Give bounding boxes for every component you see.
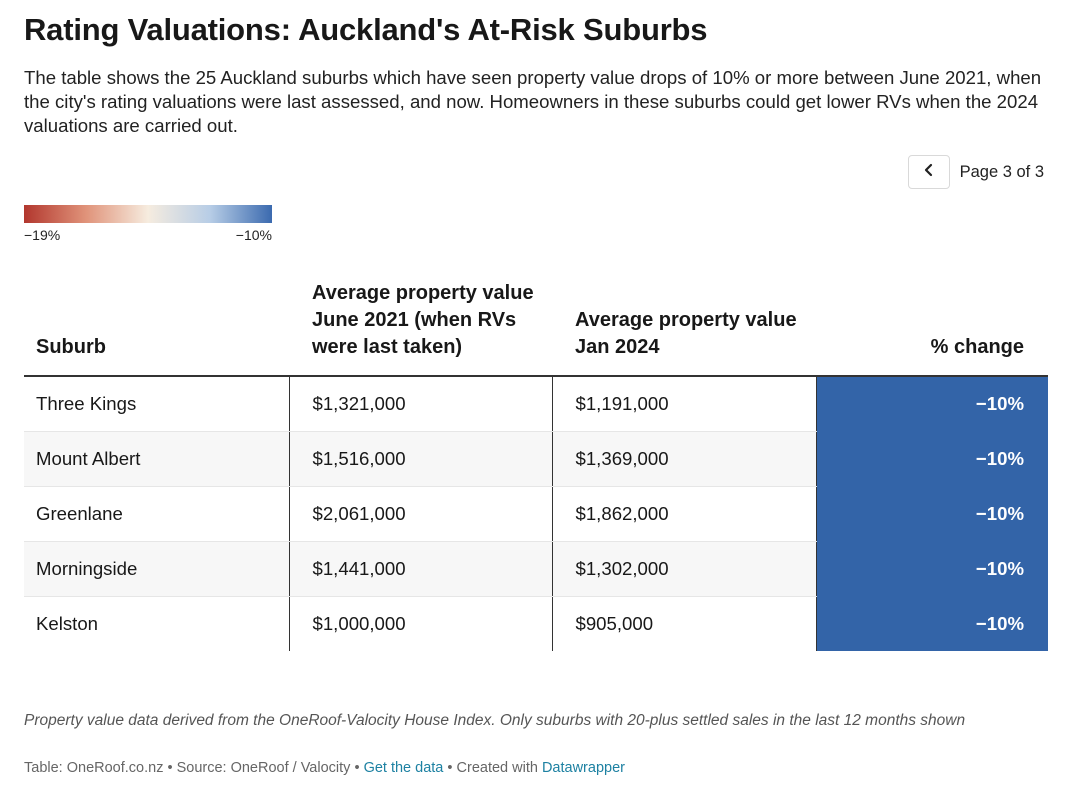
cell-value-2021: $1,321,000 [289, 376, 553, 432]
cell-change: −10% [816, 431, 1048, 487]
legend-min-label: −19% [24, 227, 61, 243]
legend-max-label: −10% [235, 227, 272, 243]
cell-value-2024: $1,369,000 [552, 431, 817, 487]
cell-suburb: Greenlane [24, 486, 290, 542]
chevron-left-icon [923, 163, 935, 182]
cell-change: −10% [816, 596, 1048, 651]
footer-separator: • [163, 760, 177, 776]
chart-title: Rating Valuations: Auckland's At-Risk Su… [24, 12, 708, 47]
pagination: Page 3 of 3 [907, 155, 1044, 189]
footer-separator: • [350, 760, 364, 776]
cell-change: −10% [816, 486, 1048, 542]
color-legend: −19% −10% [24, 205, 272, 243]
chart-description: The table shows the 25 Auckland suburbs … [24, 67, 1042, 136]
table-credit: Table: OneRoof.co.nz [24, 760, 164, 776]
cell-value-2021: $2,061,000 [289, 486, 553, 542]
cell-value-2021: $1,000,000 [289, 596, 553, 651]
column-header-value-2021[interactable]: Average property value June 2021 (when R… [289, 280, 552, 377]
table-row: Mount Albert $1,516,000 $1,369,000 −10% [24, 431, 1048, 487]
chart-footer: Table: OneRoof.co.nz • Source: OneRoof /… [24, 760, 625, 776]
source-credit: Source: OneRoof / Valocity [176, 760, 351, 776]
column-header-change[interactable]: % change [816, 280, 1048, 377]
cell-change: −10% [816, 541, 1048, 597]
datawrapper-link[interactable]: Datawrapper [541, 760, 625, 776]
footer-separator: • [443, 760, 457, 776]
table-row: Three Kings $1,321,000 $1,191,000 −10% [24, 376, 1048, 432]
column-header-value-2024[interactable]: Average property value Jan 2024 [552, 280, 816, 377]
created-with-label: Created with [456, 760, 542, 776]
get-the-data-link[interactable]: Get the data [363, 760, 444, 776]
legend-gradient-bar [24, 205, 272, 223]
chart-notes: Property value data derived from the One… [24, 712, 966, 729]
cell-change: −10% [816, 376, 1048, 432]
column-header-suburb[interactable]: Suburb [24, 280, 289, 377]
data-table: Suburb Average property value June 2021 … [24, 280, 1048, 651]
page-indicator: Page 3 of 3 [959, 162, 1044, 181]
table-row: Morningside $1,441,000 $1,302,000 −10% [24, 541, 1048, 597]
cell-value-2021: $1,441,000 [289, 541, 553, 597]
table-header-row: Suburb Average property value June 2021 … [24, 280, 1048, 377]
previous-page-button[interactable] [907, 155, 950, 189]
cell-value-2021: $1,516,000 [289, 431, 553, 487]
table-row: Greenlane $2,061,000 $1,862,000 −10% [24, 486, 1048, 542]
cell-value-2024: $1,862,000 [552, 486, 817, 542]
table-row: Kelston $1,000,000 $905,000 −10% [24, 596, 1048, 651]
cell-value-2024: $905,000 [552, 596, 817, 651]
cell-value-2024: $1,191,000 [552, 376, 817, 432]
cell-value-2024: $1,302,000 [552, 541, 817, 597]
cell-suburb: Kelston [24, 596, 290, 651]
cell-suburb: Three Kings [24, 376, 290, 432]
cell-suburb: Mount Albert [24, 431, 290, 487]
cell-suburb: Morningside [24, 541, 290, 597]
